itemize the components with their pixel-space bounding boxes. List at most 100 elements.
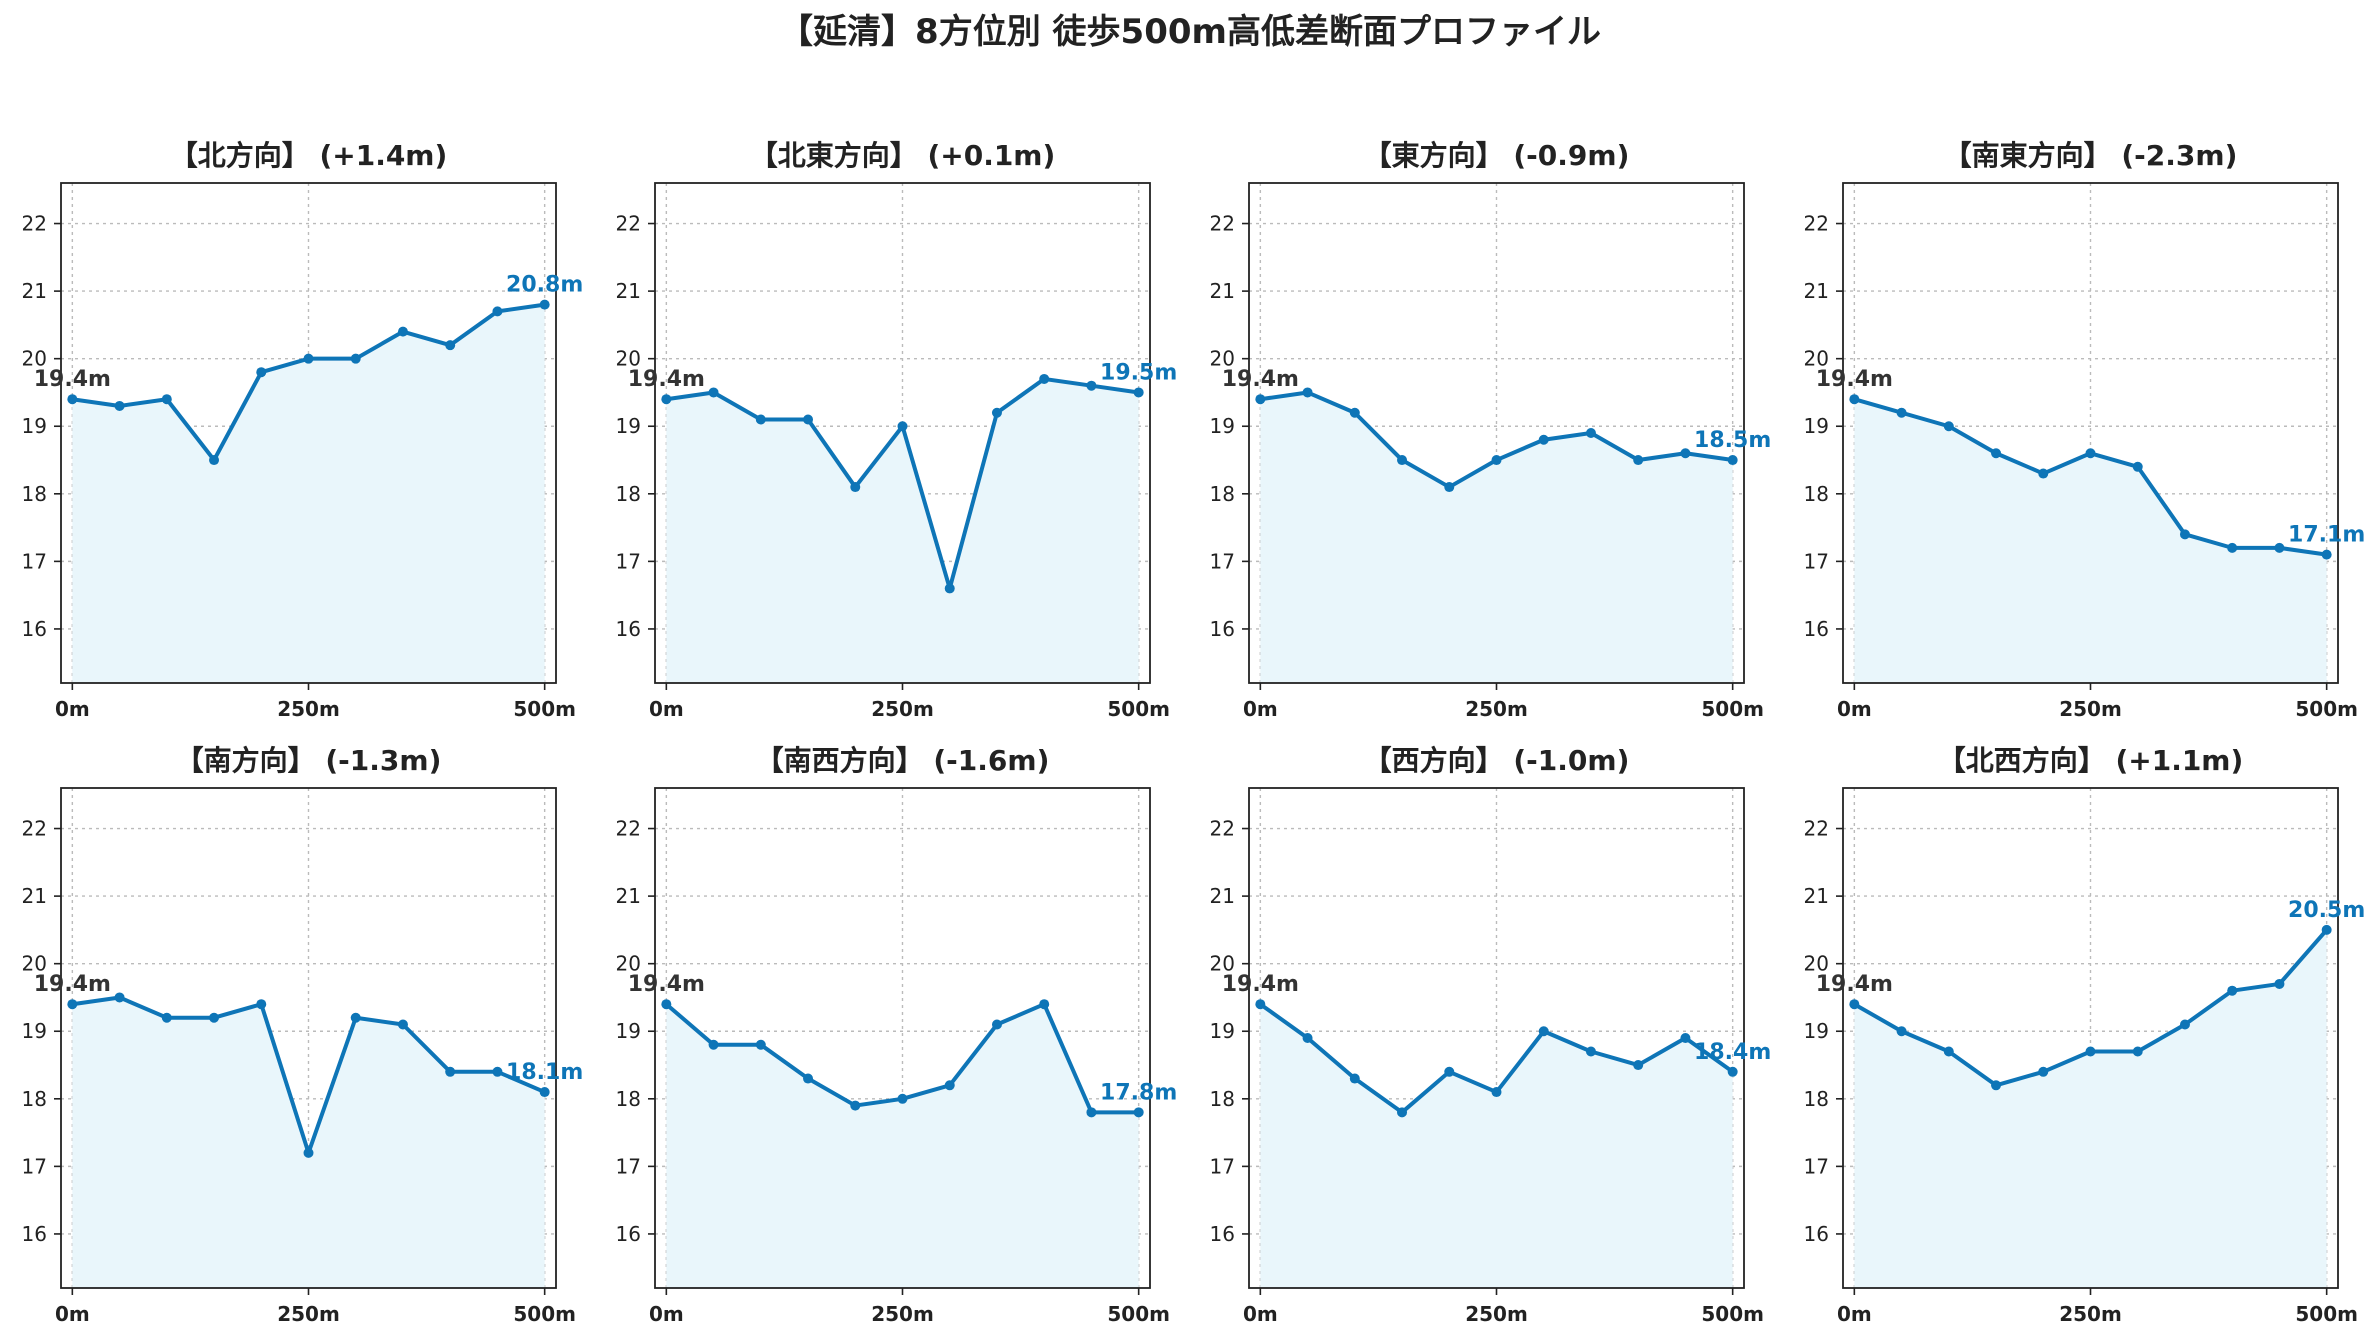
y-tick-label: 17 (1804, 1154, 1829, 1178)
y-tick-label: 18 (1804, 482, 1829, 506)
data-point (161, 394, 172, 405)
data-point (1991, 1080, 2002, 1091)
panel-5: 【南方向】 (-1.3m) 16 17 18 19 20 21 22 0m 250m 500m 19.… (22, 744, 584, 1326)
y-tick-label: 16 (22, 1222, 47, 1246)
data-point (67, 394, 78, 405)
y-tick-label: 19 (1804, 414, 1829, 438)
data-point (1039, 999, 1050, 1010)
y-tick-label: 16 (1210, 617, 1235, 641)
y-tick-label: 16 (1210, 1222, 1235, 1246)
data-point (1086, 1107, 1097, 1118)
y-tick-label: 17 (1804, 549, 1829, 573)
area-fill (666, 1004, 1139, 1288)
data-point (2321, 924, 2332, 935)
x-tick-label: 250m (2059, 1302, 2122, 1326)
data-point (1680, 1033, 1691, 1043)
data-point (661, 394, 672, 405)
data-point (2085, 448, 2096, 459)
data-point (1086, 380, 1097, 391)
data-point (492, 1066, 503, 1077)
data-point (944, 1080, 955, 1091)
data-point (1491, 455, 1502, 466)
area-fill (1854, 929, 2327, 1288)
y-tick-label: 22 (1210, 212, 1235, 236)
data-point (991, 1019, 1002, 1030)
panel-6: 【南西方向】 (-1.6m) 16 17 18 19 20 21 22 0m 250m 500m 19… (616, 744, 1178, 1326)
y-tick-label: 22 (1804, 212, 1829, 236)
start-label: 19.4m (628, 367, 705, 392)
data-point (1538, 1026, 1549, 1037)
start-label: 19.4m (1816, 972, 1893, 997)
data-point (1633, 455, 1644, 466)
panel-title: 【西方向】 (-1.0m) (1364, 744, 1630, 777)
data-point (1133, 1107, 1144, 1118)
data-point (2321, 549, 2332, 560)
data-point (1133, 387, 1144, 398)
panel-title: 【南方向】 (-1.3m) (176, 744, 442, 777)
y-tick-label: 17 (22, 549, 47, 573)
y-tick-label: 19 (616, 1019, 641, 1043)
y-tick-label: 21 (1210, 884, 1235, 908)
y-tick-label: 22 (616, 212, 641, 236)
x-tick-label: 0m (649, 697, 684, 721)
data-point (2227, 985, 2238, 996)
y-tick-label: 21 (1804, 884, 1829, 908)
panel-title: 【北東方向】 (+0.1m) (750, 139, 1056, 172)
y-tick-label: 16 (1804, 1222, 1829, 1246)
y-tick-label: 20 (1804, 952, 1829, 976)
y-tick-label: 20 (22, 952, 47, 976)
start-label: 19.4m (628, 972, 705, 997)
y-tick-label: 22 (22, 212, 47, 236)
data-point (850, 482, 861, 493)
data-point (1255, 394, 1266, 405)
y-tick-label: 20 (1210, 952, 1235, 976)
data-point (1991, 448, 2002, 459)
end-label: 20.5m (2288, 898, 2365, 923)
x-tick-label: 250m (871, 1302, 934, 1326)
data-point (67, 999, 78, 1010)
data-point (2227, 542, 2238, 553)
y-tick-label: 18 (22, 1087, 47, 1111)
panel-1: 【北方向】 (+1.4m) 16 17 18 19 20 21 22 0m 250m 500m 19.… (22, 139, 584, 721)
data-point (303, 1147, 314, 1158)
x-tick-label: 250m (277, 1302, 340, 1326)
x-tick-label: 500m (2295, 1302, 2358, 1326)
x-tick-label: 0m (649, 1302, 684, 1326)
y-tick-label: 16 (22, 617, 47, 641)
data-point (1943, 1046, 1954, 1057)
x-tick-label: 0m (55, 697, 90, 721)
y-tick-label: 18 (1210, 1087, 1235, 1111)
y-tick-label: 21 (22, 279, 47, 303)
data-point (1727, 1066, 1738, 1077)
data-point (1680, 448, 1691, 459)
y-tick-label: 21 (22, 884, 47, 908)
data-point (1727, 455, 1738, 466)
start-label: 19.4m (1222, 972, 1299, 997)
panel-4: 【南東方向】 (-2.3m) 16 17 18 19 20 21 22 0m 250m 500m 19… (1804, 139, 2366, 721)
y-tick-label: 22 (1804, 817, 1829, 841)
data-point (755, 414, 766, 425)
y-tick-label: 18 (616, 1087, 641, 1111)
data-point (1491, 1087, 1502, 1098)
data-point (1039, 373, 1050, 384)
data-point (991, 407, 1002, 418)
data-point (1349, 407, 1360, 418)
x-tick-label: 500m (1701, 1302, 1764, 1326)
panel-title: 【南西方向】 (-1.6m) (756, 744, 1050, 777)
data-point (114, 400, 125, 411)
data-point (1255, 999, 1266, 1010)
data-point (944, 583, 955, 594)
y-tick-label: 21 (616, 884, 641, 908)
y-tick-label: 19 (1804, 1019, 1829, 1043)
y-tick-label: 19 (1210, 414, 1235, 438)
data-point (1444, 482, 1455, 493)
panel-title: 【北西方向】 (+1.1m) (1938, 744, 2244, 777)
data-point (2085, 1046, 2096, 1057)
data-point (209, 455, 220, 466)
data-point (661, 999, 672, 1010)
x-tick-label: 500m (513, 1302, 576, 1326)
y-tick-label: 20 (1804, 347, 1829, 371)
end-label: 19.5m (1100, 360, 1177, 385)
data-point (897, 1093, 908, 1104)
